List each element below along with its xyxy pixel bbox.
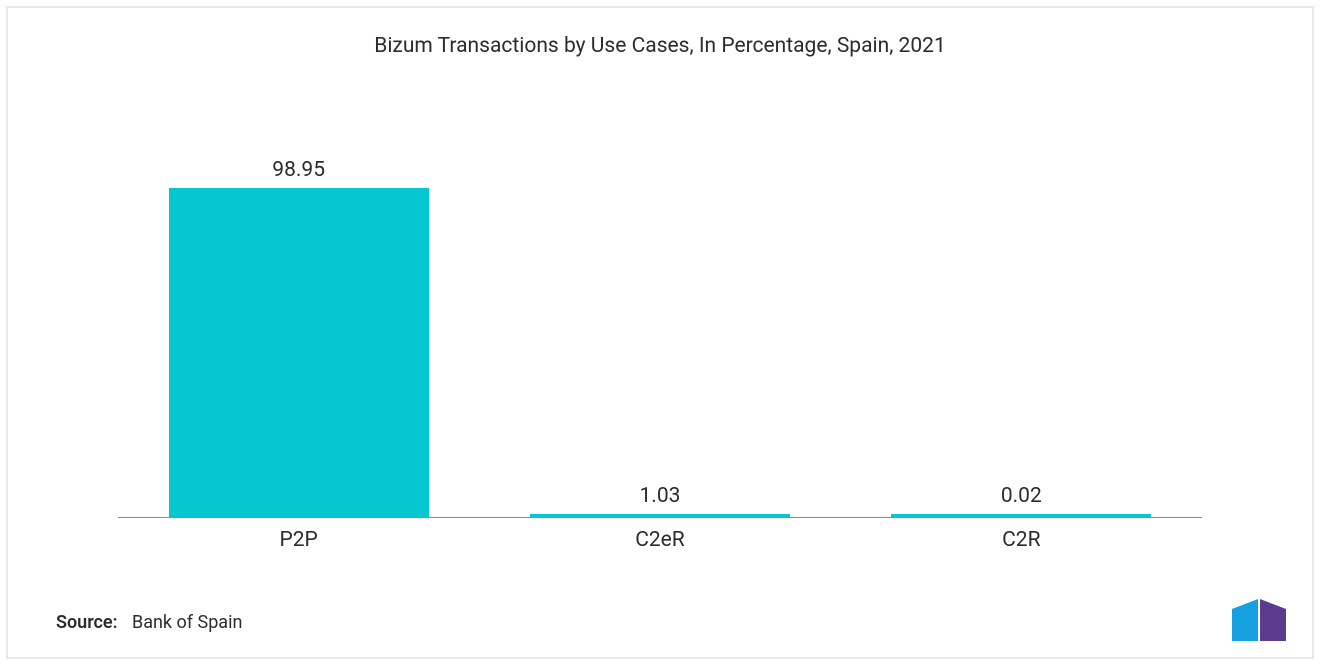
brand-logo-icon [1228, 599, 1290, 641]
source-footer: Source: Bank of Spain [56, 612, 242, 633]
bar-group: 0.02C2R [891, 118, 1151, 518]
source-value: Bank of Spain [132, 612, 242, 633]
bar-value-label: 1.03 [640, 484, 681, 508]
bars-container: 98.95P2P 1.03C2eR 0.02C2R [118, 118, 1202, 518]
bar-value-label: 0.02 [1001, 484, 1042, 508]
bar-category-label: C2eR [635, 528, 685, 552]
bar-value-label: 98.95 [272, 158, 325, 182]
chart-title: Bizum Transactions by Use Cases, In Perc… [8, 34, 1312, 58]
x-axis [118, 517, 1202, 518]
plot-area: 98.95P2P 1.03C2eR 0.02C2R [118, 118, 1202, 518]
bar-category-label: P2P [280, 528, 318, 552]
source-label: Source: [56, 612, 118, 633]
bar-category-label: C2R [1002, 528, 1040, 552]
bar-rect [169, 188, 429, 518]
bar-group: 98.95P2P [169, 118, 429, 518]
bar-group: 1.03C2eR [530, 118, 790, 518]
chart-frame: Bizum Transactions by Use Cases, In Perc… [6, 6, 1314, 659]
